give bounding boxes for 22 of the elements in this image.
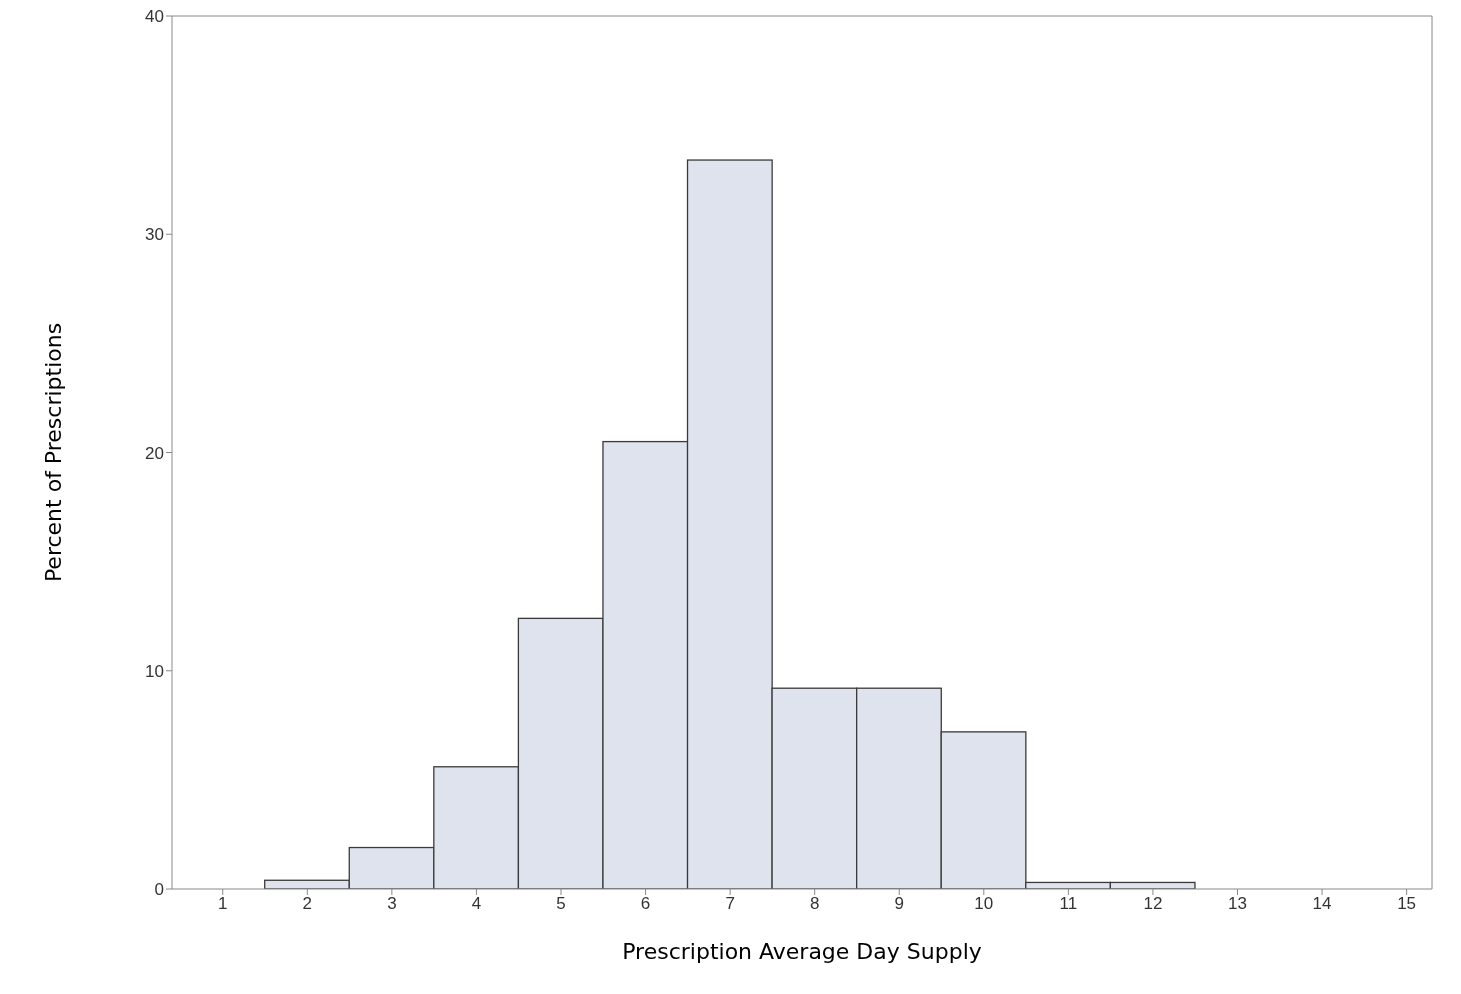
- x-tick-label: 15: [1397, 894, 1417, 914]
- x-tick-label: 1: [218, 894, 228, 914]
- y-tick-label: 40: [145, 7, 164, 27]
- x-tick-label: 10: [974, 894, 994, 914]
- x-tick-label: 13: [1228, 894, 1247, 914]
- x-tick-label: 4: [471, 894, 482, 914]
- x-tick-label: 12: [1143, 894, 1163, 914]
- y-axis-title: Percent of Prescriptions: [40, 322, 66, 583]
- y-tick-label: 0: [154, 880, 164, 900]
- x-tick-label: 7: [725, 894, 735, 914]
- x-tick-label: 11: [1059, 894, 1078, 914]
- x-tick-label: 14: [1312, 894, 1332, 914]
- y-tick-label: 10: [145, 661, 164, 681]
- x-tick-label: 5: [556, 894, 566, 914]
- x-tick-label: 6: [640, 894, 651, 914]
- x-axis-title: Prescription Average Day Supply: [622, 939, 982, 964]
- y-tick-label: 20: [145, 443, 164, 463]
- x-tick-label: 8: [809, 894, 820, 914]
- y-tick-label: 30: [145, 225, 164, 245]
- x-tick-label: 2: [302, 894, 313, 914]
- x-tick-label: 9: [894, 894, 904, 914]
- x-tick-label: 3: [387, 894, 397, 914]
